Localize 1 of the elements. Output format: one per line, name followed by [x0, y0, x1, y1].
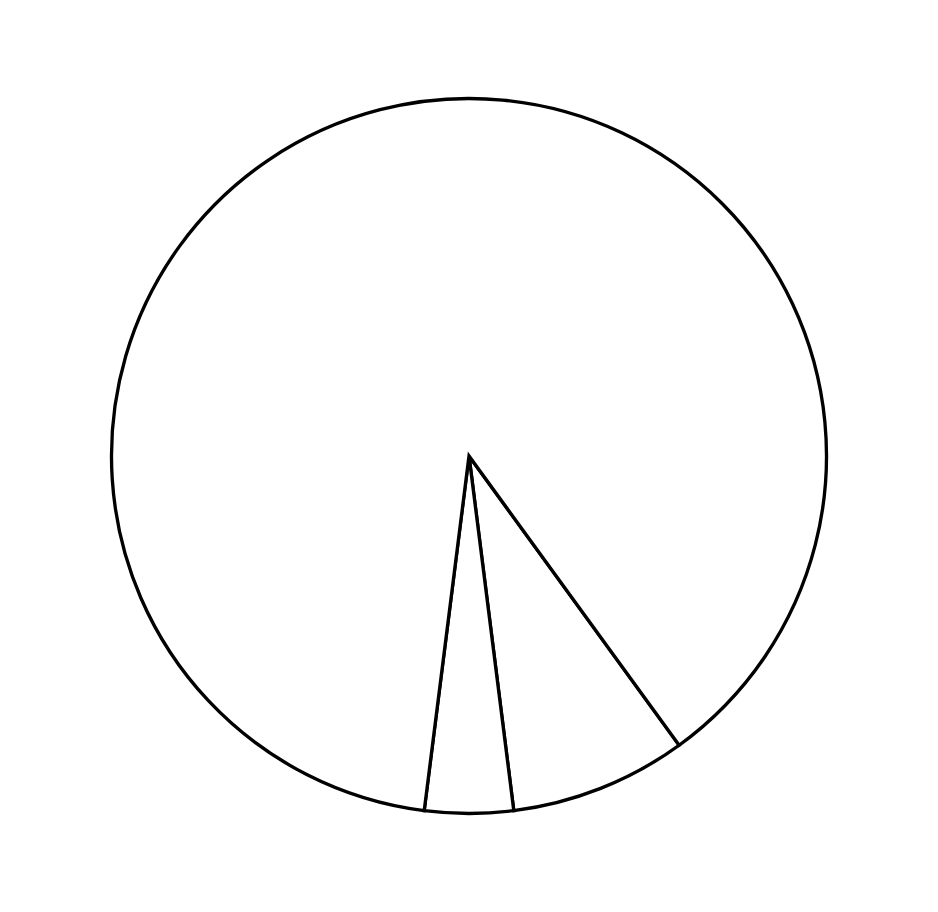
pie-slice — [109, 96, 829, 813]
